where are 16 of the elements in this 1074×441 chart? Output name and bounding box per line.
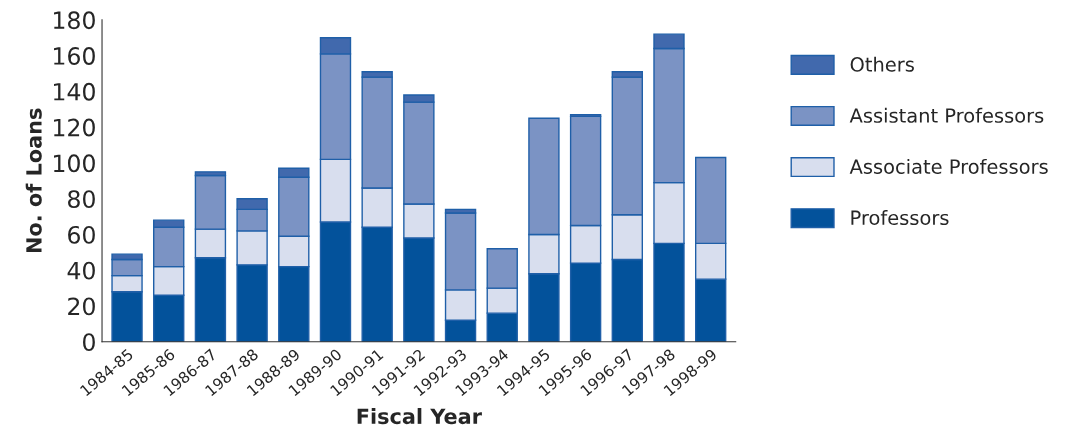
y-tick-label: 180	[54, 11, 95, 30]
y-tick-label: 140	[54, 82, 95, 101]
x-axis-title: Fiscal Year	[357, 408, 482, 425]
y-tick-label: 120	[54, 118, 95, 137]
y-tick-label: 80	[68, 190, 95, 208]
legend-label: Professors	[851, 210, 949, 226]
legend-label: Assistant Professors	[849, 107, 1044, 123]
y-tick-label: 20	[68, 297, 95, 316]
y-axis-title: No. of Loans	[25, 108, 42, 253]
y-tick-label: 160	[54, 47, 95, 65]
y-tick-label: 40	[67, 261, 95, 280]
y-tick-label: 0	[83, 333, 95, 352]
y-tick-label: 60	[68, 225, 95, 244]
y-tick-label: 100	[54, 154, 95, 173]
legend-label: Others	[850, 56, 914, 72]
legend-label: Associate Professors	[849, 158, 1048, 174]
